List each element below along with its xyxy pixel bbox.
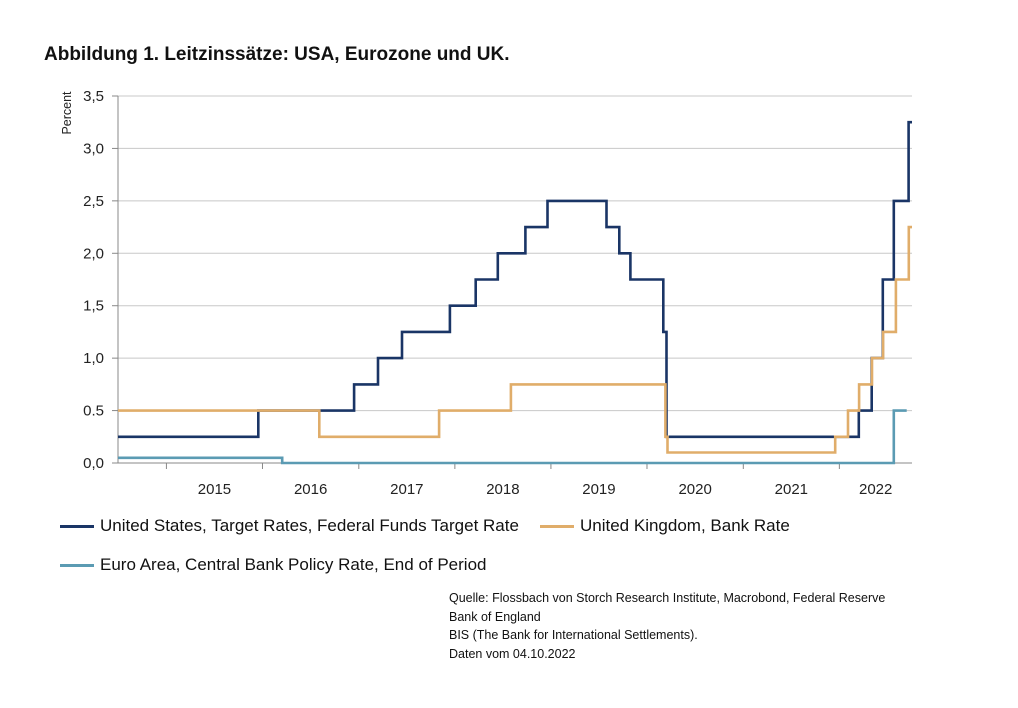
series-line-ea xyxy=(118,409,907,465)
legend-label-ea: Euro Area, Central Bank Policy Rate, End… xyxy=(100,555,487,574)
x-tick-label: 2017 xyxy=(390,481,423,498)
legend-item-ea: Euro Area, Central Bank Policy Rate, End… xyxy=(60,555,486,575)
x-tick-label: 2018 xyxy=(486,481,519,498)
source-line: Quelle: Flossbach von Storch Research In… xyxy=(449,591,886,605)
legend-label-us: United States, Target Rates, Federal Fun… xyxy=(100,516,519,535)
legend-label-uk: United Kingdom, Bank Rate xyxy=(580,516,790,535)
x-tick-label: 2015 xyxy=(198,481,231,498)
source-note: Quelle: Flossbach von Storch Research In… xyxy=(449,589,885,663)
y-tick-label: 1,0 xyxy=(83,350,104,367)
x-tick-label: 2022 xyxy=(859,481,892,498)
y-tick-label: 3,0 xyxy=(83,140,104,157)
y-tick-label: 2,5 xyxy=(83,193,104,210)
y-tick-label: 1,5 xyxy=(83,298,104,315)
series-line-uk xyxy=(118,225,912,454)
x-tick-label: 2016 xyxy=(294,481,327,498)
series-line-us xyxy=(118,120,912,439)
legend-swatch-uk xyxy=(540,524,574,528)
legend-item-us: United States, Target Rates, Federal Fun… xyxy=(60,516,519,536)
y-tick-label: 0,0 xyxy=(83,455,104,472)
legend-item-uk: United Kingdom, Bank Rate xyxy=(540,516,790,536)
y-tick-label: 0.5 xyxy=(83,403,104,420)
y-tick-label: 3,5 xyxy=(83,88,104,105)
source-line: Daten vom 04.10.2022 xyxy=(449,646,576,661)
x-tick-label: 2021 xyxy=(775,481,808,498)
x-tick-label: 2020 xyxy=(678,481,711,498)
y-axis-title: Percent xyxy=(60,91,74,135)
axis-labels: 0,0 0.5 1,0 1,5 2,0 2,5 3,0 3,5 2015 2016 2017 2018… xyxy=(60,88,892,498)
x-tick-label: 2019 xyxy=(582,481,615,498)
legend-swatch-ea xyxy=(60,563,94,567)
source-line: BIS (The Bank for International Settleme… xyxy=(449,628,698,642)
legend-swatch-us xyxy=(60,524,94,528)
series-lines xyxy=(118,120,912,465)
y-tick-label: 2,0 xyxy=(83,245,104,262)
source-line: Bank of England xyxy=(449,609,541,624)
axes xyxy=(112,95,912,469)
chart-title: Abbildung 1. Leitzinssätze: USA, Eurozon… xyxy=(44,44,510,65)
